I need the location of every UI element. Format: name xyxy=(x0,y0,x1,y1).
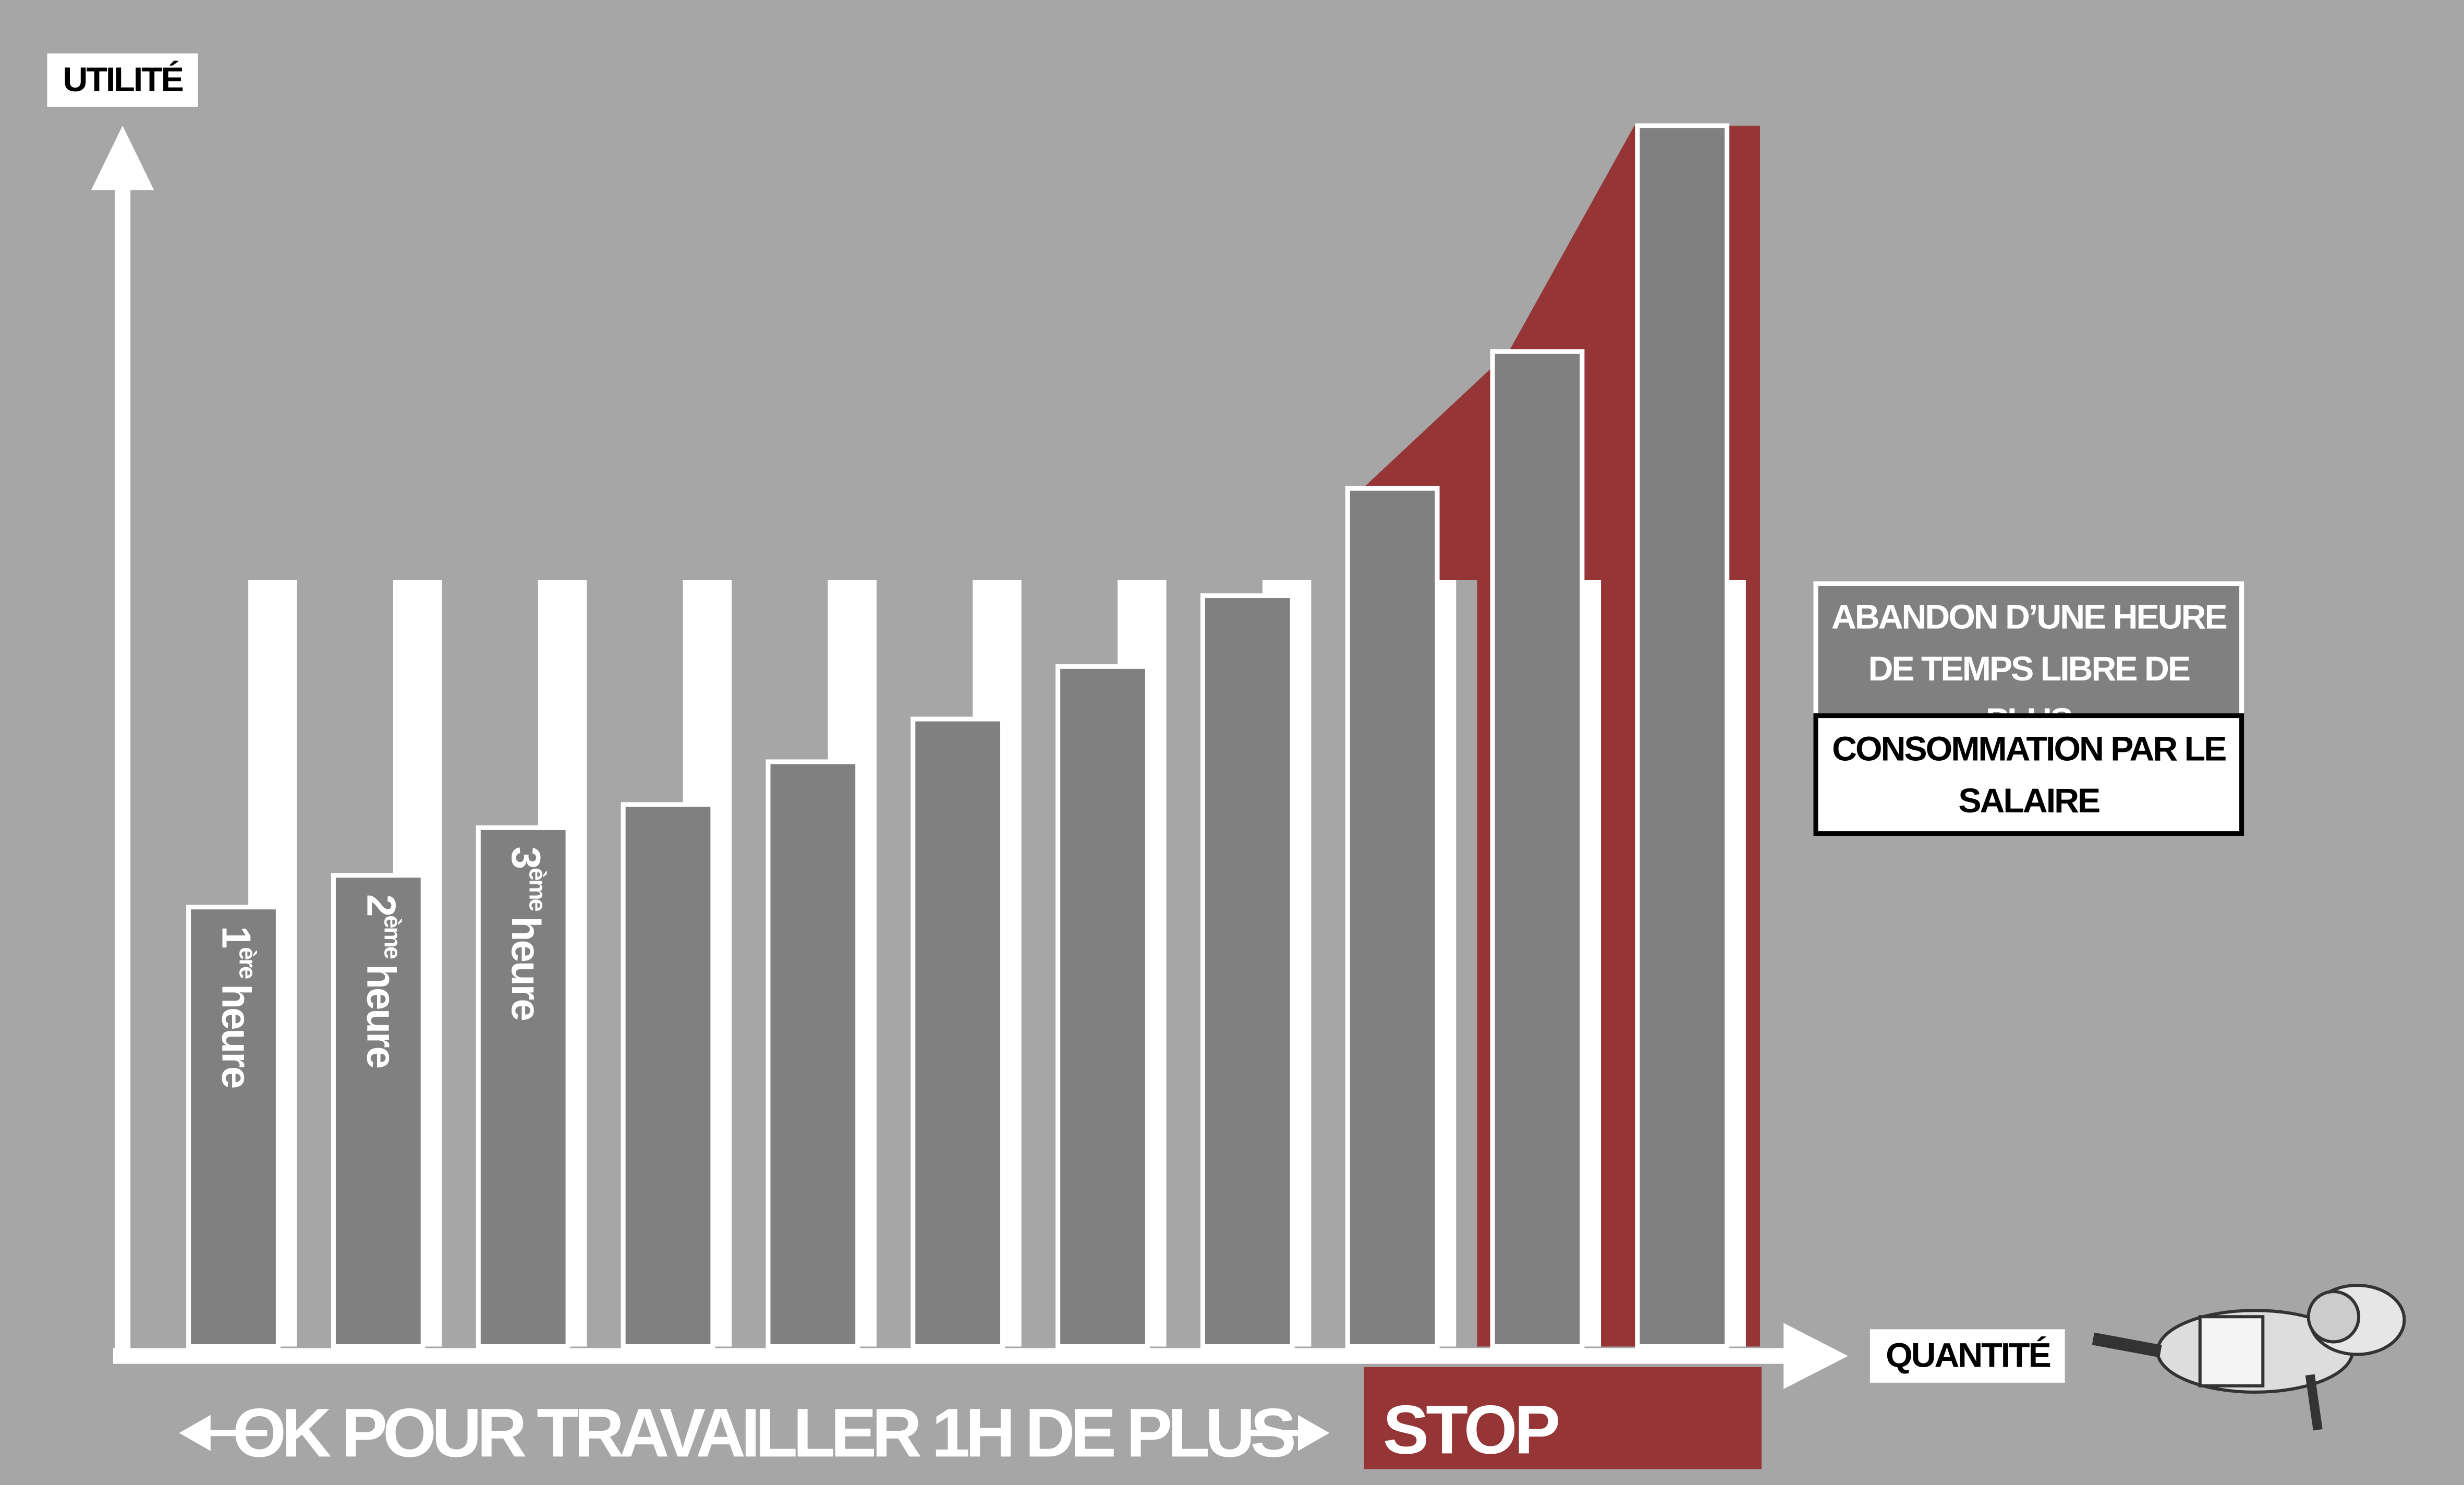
bar-label: 3ème heure xyxy=(503,847,551,1020)
x-axis-label: QUANTITÉ xyxy=(1870,1329,2066,1383)
figure-shorts xyxy=(2198,1315,2265,1387)
bar-label-word: heure xyxy=(503,917,549,1020)
x-axis-arrow xyxy=(1783,1323,1848,1389)
stop-label: STOP xyxy=(1383,1391,1558,1468)
figure-head xyxy=(2307,1290,2361,1344)
figure-leg xyxy=(2092,1332,2162,1358)
bar-label-number: 3 xyxy=(503,847,549,868)
stop-box xyxy=(1364,1367,1762,1469)
left-arrow-head xyxy=(179,1415,211,1451)
bar-label-suffix: ème xyxy=(379,915,406,958)
legend-entry: CONSOMMATION PAR LE SALAIRE xyxy=(1813,713,2244,836)
bar-label-word: heure xyxy=(359,964,405,1068)
bar xyxy=(1345,485,1440,1349)
bar xyxy=(766,759,860,1349)
right-arrow-head xyxy=(1298,1415,1330,1451)
bar xyxy=(476,825,571,1349)
ok-arrows xyxy=(179,1415,1330,1451)
bar-label-suffix: ème xyxy=(524,868,551,911)
bar xyxy=(1490,349,1585,1349)
ok-label: OK POUR TRAVAILLER 1H DE PLUS xyxy=(233,1394,1294,1471)
bar-label-number: 1 xyxy=(214,926,260,948)
figure-arm xyxy=(2305,1374,2323,1431)
bar xyxy=(1635,123,1730,1349)
bar xyxy=(331,873,426,1349)
bar xyxy=(621,802,715,1349)
bar-label-number: 2 xyxy=(359,894,405,916)
bar xyxy=(186,905,281,1349)
bar-label: 1ère heure xyxy=(214,926,261,1088)
bar xyxy=(911,716,1005,1349)
bar-label-suffix: ère xyxy=(235,947,261,979)
sleeping-figure xyxy=(2092,1283,2406,1431)
bar-label: 2ème heure xyxy=(359,894,406,1068)
y-axis-arrow xyxy=(91,126,154,190)
y-axis-label: UTILITÉ xyxy=(47,53,199,107)
bar-label-word: heure xyxy=(214,984,260,1088)
bar xyxy=(1055,664,1150,1349)
bar xyxy=(1200,593,1295,1349)
